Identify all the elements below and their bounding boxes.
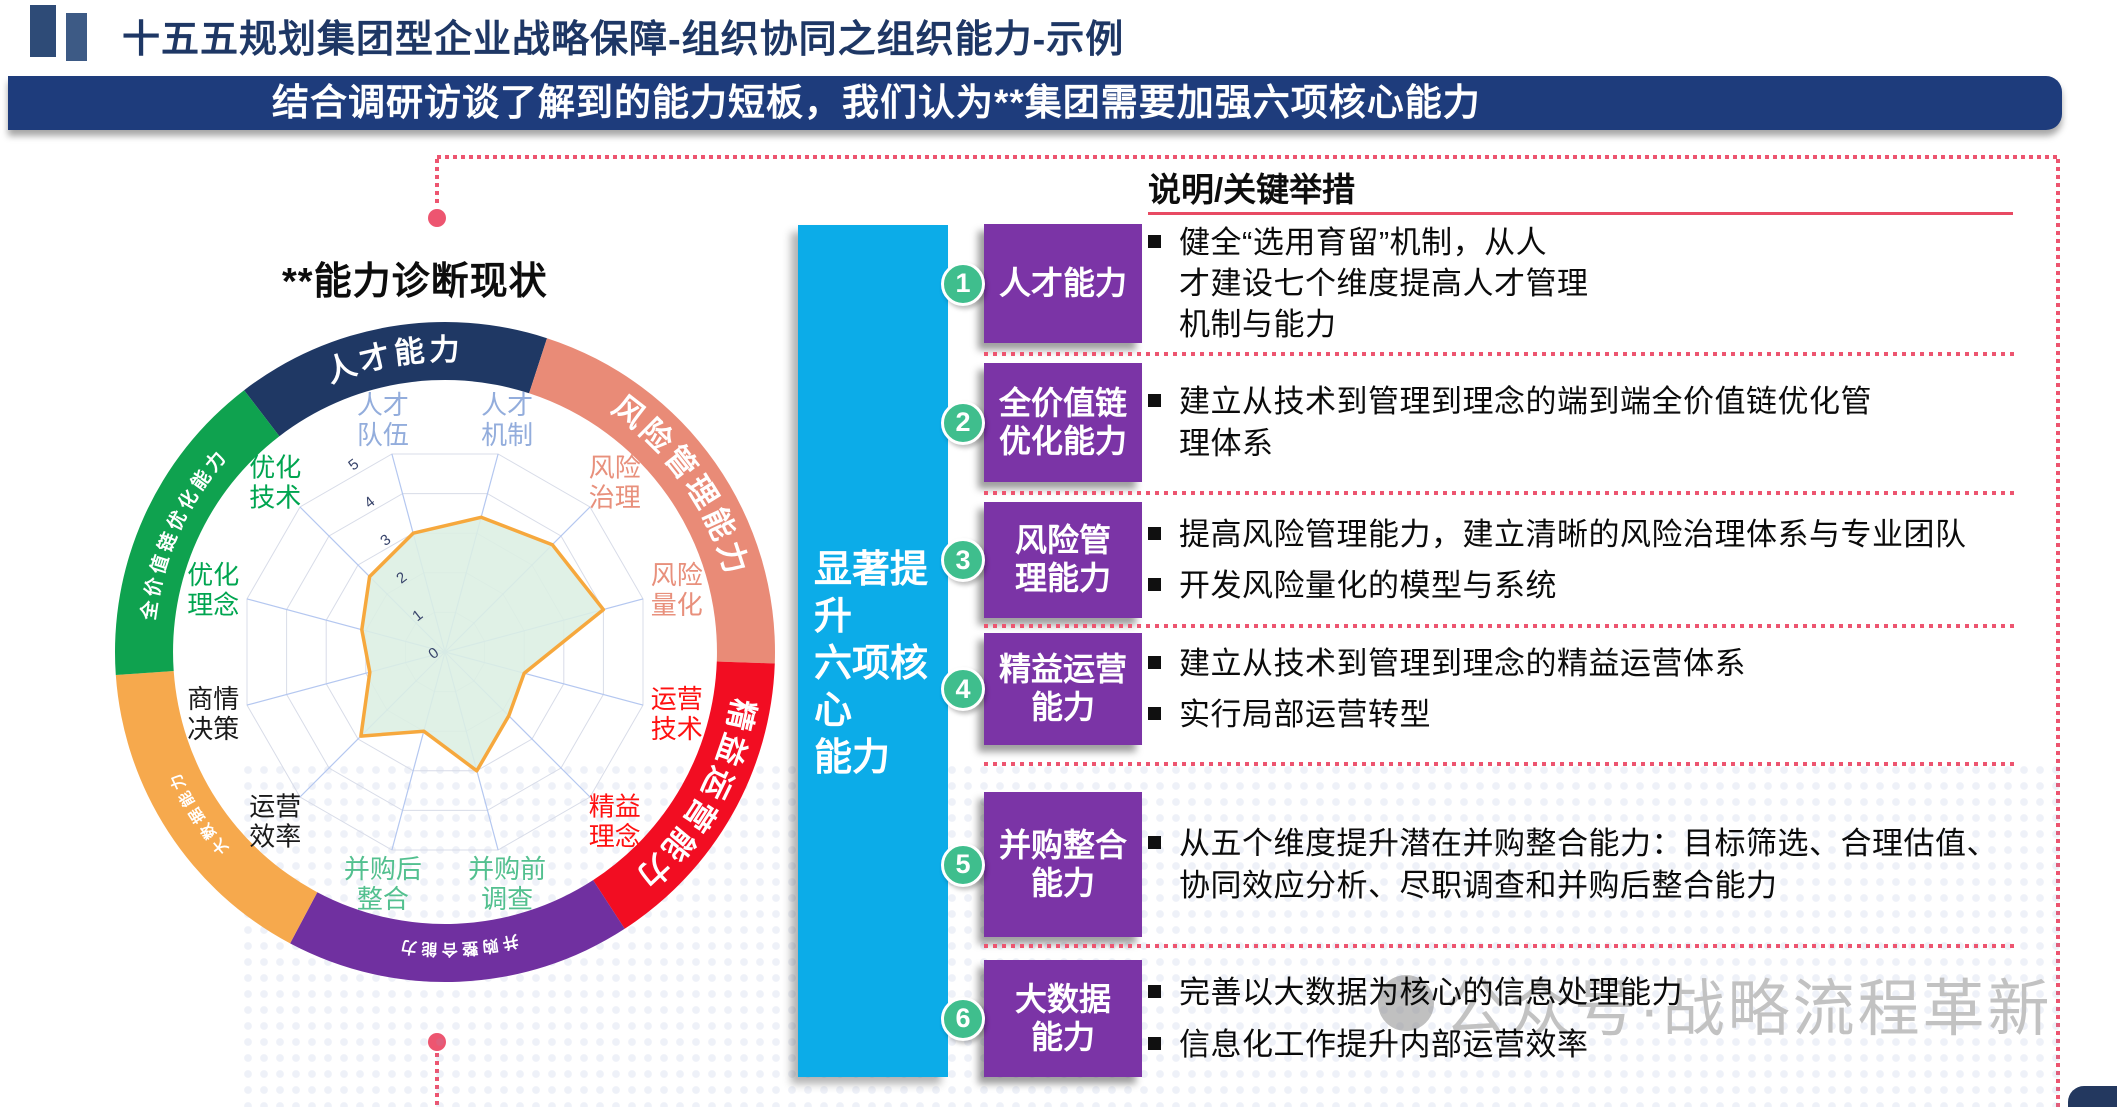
capability-box-label: 精益运营 能力 <box>998 651 1127 725</box>
radar-category-label: 人才机制 <box>481 390 533 450</box>
measure-item: 建立从技术到管理到理念的精益运营体系 <box>1148 643 2053 684</box>
capability-measures: 建立从技术到管理到理念的端到端全价值链优化管 理体系 <box>1148 363 2053 482</box>
row-separator <box>984 762 2014 766</box>
row-separator <box>984 944 2014 948</box>
bullet-square-icon <box>1148 1036 1161 1050</box>
measure-text: 建立从技术到管理到理念的端到端全价值链优化管 理体系 <box>1179 384 1872 461</box>
bullet-square-icon <box>1148 985 1161 999</box>
emphasis-bar: 显著提升 六项核心 能力 <box>798 225 948 1077</box>
bullet-square-icon <box>1148 707 1161 720</box>
row-separator <box>984 624 2014 628</box>
measure-item: 从五个维度提升潜在并购整合能力：目标筛选、合理估值、 协同效应分析、尽职调查和并… <box>1148 823 2053 905</box>
measure-item: 开发风险量化的模型与系统 <box>1148 565 2053 606</box>
measure-item: 建立从技术到管理到理念的端到端全价值链优化管 理体系 <box>1148 381 2053 463</box>
capability-measures: 完善以大数据为核心的信息处理能力 信息化工作提升内部运营效率 <box>1148 960 2053 1077</box>
capability-number-badge: 6 <box>941 996 985 1041</box>
radar-category-label: 人才队伍 <box>357 390 409 450</box>
capability-measures: 从五个维度提升潜在并购整合能力：目标筛选、合理估值、 协同效应分析、尽职调查和并… <box>1148 792 2053 937</box>
banner: 结合调研访谈了解到的能力短板，我们认为**集团需要加强六项核心能力 <box>8 76 2062 130</box>
capability-box-label: 风险管 理能力 <box>1014 522 1111 596</box>
capability-measures: 健全“选用育留”机制，从人 才建设七个维度提高人才管理 机制与能力 <box>1148 224 2053 343</box>
capability-number-badge: 5 <box>941 842 985 887</box>
connector-dot-top <box>428 209 446 227</box>
measure-text: 提高风险管理能力，建立清晰的风险治理体系与专业团队 <box>1179 516 1967 552</box>
row-separator <box>984 352 2014 356</box>
measure-text: 健全“选用育留”机制，从人 才建设七个维度提高人才管理 机制与能力 <box>1179 224 1589 343</box>
title-accent-bar <box>30 5 56 57</box>
watermark: 公众号·战略流程革新 <box>1378 958 2053 1048</box>
radar-category-label: 运营技术 <box>651 684 703 744</box>
title-accent-bar <box>66 13 87 61</box>
capability-box-3: 风险管 理能力 <box>984 502 1142 618</box>
watermark-text: 公众号·战略流程革新 <box>1444 975 2053 1044</box>
watermark-logo-icon <box>1378 975 1434 1031</box>
measure-text: 开发风险量化的模型与系统 <box>1179 568 1557 603</box>
connector-dot-bottom <box>428 1033 446 1051</box>
bullet-square-icon <box>1148 836 1161 850</box>
capability-number-badge: 1 <box>941 261 985 306</box>
ring-segment <box>114 390 280 675</box>
radar-category-label: 精益理念 <box>589 792 641 852</box>
capability-box-5: 并购整合 能力 <box>984 792 1142 937</box>
row-separator <box>984 491 2014 495</box>
radar-category-label: 运营效率 <box>249 792 301 852</box>
capability-box-label: 大数据 能力 <box>1014 980 1111 1055</box>
measure-text: 信息化工作提升内部运营效率 <box>1179 1026 1589 1062</box>
radar-category-label: 风险量化 <box>651 560 703 620</box>
measure-text: 建立从技术到管理到理念的精益运营体系 <box>1179 645 1746 681</box>
ring-segment <box>244 322 547 437</box>
measure-item: 提高风险管理能力，建立清晰的风险治理体系与专业团队 <box>1148 514 2053 555</box>
bullet-square-icon <box>1148 655 1161 669</box>
corner-decoration <box>2068 1086 2117 1107</box>
panel-header: 说明/关键举措 <box>1148 171 1356 208</box>
measure-item: 健全“选用育留”机制，从人 才建设七个维度提高人才管理 机制与能力 <box>1148 222 2053 346</box>
radar-category-label: 商情决策 <box>187 684 239 744</box>
bullet-square-icon <box>1148 578 1161 591</box>
measure-text: 完善以大数据为核心的信息处理能力 <box>1179 975 1683 1011</box>
radar-category-label: 风险治理 <box>589 452 641 512</box>
banner-text: 结合调研访谈了解到的能力短板，我们认为**集团需要加强六项核心能力 <box>272 82 1481 123</box>
capability-box-4: 精益运营 能力 <box>984 633 1142 745</box>
capability-number-badge: 2 <box>941 400 985 445</box>
page-title: 十五五规划集团型企业战略保障-组织协同之组织能力-示例 <box>122 19 1125 61</box>
capability-box-6: 大数据 能力 <box>984 960 1142 1077</box>
capability-box-label: 并购整合 能力 <box>998 826 1127 901</box>
capability-number-badge: 4 <box>941 667 985 711</box>
capability-box-1: 人才能力 <box>984 224 1142 343</box>
ring-segment <box>290 880 625 983</box>
measure-item: 信息化工作提升内部运营效率 <box>1148 1024 2053 1065</box>
radar-category-label: 优化理念 <box>187 560 239 620</box>
capability-radar-chart: 人才能力风险管理能力精益运营能力并购整合能力大数据能力全价值链优化能力01234… <box>114 322 775 983</box>
radar-data-polygon <box>359 515 606 773</box>
bullet-square-icon <box>1148 394 1161 408</box>
capability-box-label: 人才能力 <box>998 264 1127 301</box>
measure-item: 实行局部运营转型 <box>1148 694 2053 735</box>
radar-category-label: 并购前调查 <box>468 854 546 914</box>
panel-header-underline <box>1148 212 2013 215</box>
measure-text: 从五个维度提升潜在并购整合能力：目标筛选、合理估值、 协同效应分析、尽职调查和并… <box>1179 826 1998 903</box>
radar-category-label: 优化技术 <box>249 452 301 512</box>
bullet-square-icon <box>1148 234 1161 248</box>
emphasis-bar-label: 显著提升 六项核心 能力 <box>814 549 929 779</box>
capability-number-badge: 3 <box>941 538 985 582</box>
ring-segment <box>593 661 775 929</box>
connector-line-top <box>435 159 439 207</box>
chart-title: **能力诊断现状 <box>282 261 548 303</box>
measure-text: 实行局部运营转型 <box>1179 697 1431 732</box>
bullet-square-icon <box>1148 526 1161 540</box>
ring-segment <box>115 671 318 944</box>
capability-measures: 提高风险管理能力，建立清晰的风险治理体系与专业团队 开发风险量化的模型与系统 <box>1148 502 2053 618</box>
capability-measures: 建立从技术到管理到理念的精益运营体系 实行局部运营转型 <box>1148 633 2053 745</box>
ring-segment <box>529 338 775 664</box>
capability-box-2: 全价值链 优化能力 <box>984 363 1142 482</box>
panel-border-top <box>437 155 2060 159</box>
radar-category-label: 并购后整合 <box>344 854 422 914</box>
connector-line-bottom <box>435 1053 439 1107</box>
panel-border-right <box>2056 159 2060 1107</box>
measure-item: 完善以大数据为核心的信息处理能力 <box>1148 972 2053 1013</box>
capability-box-label: 全价值链 优化能力 <box>998 384 1127 459</box>
